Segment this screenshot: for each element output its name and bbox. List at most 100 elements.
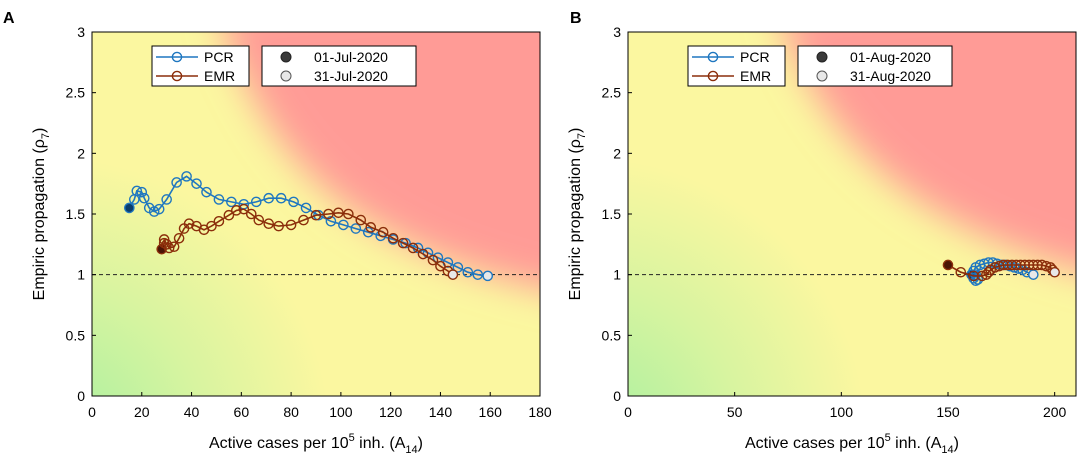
panel-label: A bbox=[3, 10, 15, 27]
data-point-pcr bbox=[213, 194, 225, 205]
data-point-pcr bbox=[350, 223, 362, 234]
data-point-emr bbox=[213, 215, 225, 227]
x-tick-label: 40 bbox=[184, 404, 200, 420]
x-label-sup: 5 bbox=[349, 432, 355, 444]
y-tick-label: 1 bbox=[613, 267, 621, 283]
data-point-emr bbox=[238, 203, 250, 215]
data-point-emr bbox=[387, 232, 399, 244]
background-red-region bbox=[224, 32, 540, 289]
panel-label: B bbox=[570, 10, 582, 27]
x-axis-label: Active cases per 105 inh. (A14) bbox=[745, 432, 959, 456]
y-label-end: ) bbox=[31, 128, 48, 133]
data-point-pcr bbox=[138, 192, 150, 204]
x-tick-label: 140 bbox=[429, 404, 453, 420]
y-tick-label: 1.5 bbox=[602, 206, 622, 222]
y-tick-label: 2 bbox=[613, 145, 621, 161]
data-point-emr bbox=[245, 208, 257, 220]
legend-dates: 01-Jul-2020 31-Jul-2020 bbox=[261, 45, 417, 87]
y-tick-label: 2.5 bbox=[602, 85, 622, 101]
legend-marker-end bbox=[816, 70, 828, 82]
y-label-main: Empiric propagation (ρ bbox=[567, 139, 584, 300]
x-tick-label: 50 bbox=[727, 404, 743, 420]
y-tick-label: 1.5 bbox=[66, 206, 86, 222]
panel-a: 0 20 40 60 80 100 120 140 160 180 0 0.5 1 1.5 2 2.5 3 A Ac… bbox=[3, 10, 552, 456]
data-point-pcr bbox=[300, 202, 312, 214]
x-tick-label: 20 bbox=[134, 404, 150, 420]
legend-marker-end bbox=[280, 70, 292, 82]
data-point-pcr bbox=[263, 192, 275, 204]
legend-date-label: 31-Jul-2020 bbox=[314, 68, 388, 84]
x-tick-label: 80 bbox=[283, 404, 299, 420]
x-tick-label: 150 bbox=[936, 404, 960, 420]
legend-marker-emr bbox=[171, 70, 183, 82]
y-tick-label: 0 bbox=[613, 388, 621, 404]
axes: 0 20 40 60 80 100 120 140 160 180 0 0.5 1 1.5 2 2.5 3 bbox=[66, 24, 552, 420]
data-point-emr bbox=[310, 209, 322, 221]
legend-dates: 01-Aug-2020 31-Aug-2020 bbox=[797, 45, 953, 87]
data-point-pcr bbox=[226, 196, 237, 208]
data-point-pcr bbox=[161, 194, 172, 205]
data-point-emr bbox=[1049, 266, 1060, 278]
background-gradient bbox=[628, 32, 1076, 396]
legend-box bbox=[151, 45, 250, 87]
data-point-emr bbox=[263, 218, 275, 230]
legend-date-label: 01-Jul-2020 bbox=[314, 49, 388, 65]
series-line-emr bbox=[160, 208, 454, 276]
x-label-end: ) bbox=[954, 435, 959, 452]
x-label-sub: 14 bbox=[405, 444, 417, 456]
y-label-sub: 7 bbox=[40, 133, 52, 139]
legend-marker-pcr bbox=[171, 51, 183, 63]
x-tick-label: 100 bbox=[329, 404, 353, 420]
legend-label-emr: EMR bbox=[204, 68, 235, 84]
data-point-emr bbox=[298, 214, 309, 226]
series-emr bbox=[156, 203, 459, 280]
panel-b: 0 50 100 150 200 0 0.5 1 1.5 2 2.5 3 B Active cases p… bbox=[567, 10, 1077, 456]
background-gradient bbox=[92, 32, 540, 396]
data-point-pcr bbox=[275, 192, 287, 204]
x-axis-label: Active cases per 105 inh. (A14) bbox=[209, 432, 423, 456]
legend-label-pcr: PCR bbox=[740, 49, 770, 65]
data-point-emr bbox=[397, 237, 409, 249]
x-label-main: Active cases per 10 bbox=[209, 435, 349, 452]
data-point-emr bbox=[417, 248, 429, 260]
background-red-region bbox=[784, 32, 1076, 269]
data-point-emr bbox=[333, 207, 344, 219]
legend-label-pcr: PCR bbox=[204, 49, 234, 65]
data-point-pcr bbox=[250, 196, 262, 208]
data-point-pcr bbox=[452, 262, 464, 273]
data-point-pcr bbox=[201, 186, 212, 198]
x-tick-label: 0 bbox=[624, 404, 632, 420]
y-tick-label: 3 bbox=[613, 24, 621, 40]
data-point-emr bbox=[377, 226, 389, 238]
data-point-emr bbox=[435, 260, 446, 272]
x-label-sub: 14 bbox=[941, 444, 953, 456]
data-point-emr bbox=[427, 254, 439, 266]
data-point-pcr bbox=[124, 202, 135, 214]
data-point-emr bbox=[955, 266, 967, 278]
x-label-after: inh. (A bbox=[891, 435, 942, 452]
data-point-emr bbox=[206, 220, 217, 232]
y-axis-label: Empiric propagation (ρ7) bbox=[31, 128, 52, 301]
data-point-pcr bbox=[191, 178, 202, 189]
data-point-pcr bbox=[148, 206, 160, 217]
y-tick-label: 2 bbox=[77, 145, 85, 161]
y-tick-label: 0.5 bbox=[602, 327, 622, 343]
x-tick-label: 180 bbox=[528, 404, 552, 420]
y-label-main: Empiric propagation (ρ bbox=[31, 139, 48, 300]
y-tick-label: 3 bbox=[77, 24, 85, 40]
y-label-sub: 7 bbox=[576, 133, 588, 139]
axes: 0 50 100 150 200 0 0.5 1 1.5 2 2.5 3 bbox=[602, 24, 1077, 420]
data-point-pcr bbox=[462, 266, 474, 278]
x-tick-label: 100 bbox=[830, 404, 854, 420]
x-label-main: Active cases per 10 bbox=[745, 435, 885, 452]
data-point-emr bbox=[183, 218, 195, 230]
data-point-pcr bbox=[288, 196, 299, 208]
x-label-end: ) bbox=[418, 435, 423, 452]
data-point-pcr bbox=[171, 177, 182, 188]
y-label-end: ) bbox=[567, 128, 584, 133]
data-point-pcr bbox=[1028, 269, 1039, 280]
data-point-emr bbox=[343, 208, 354, 220]
data-point-emr bbox=[365, 222, 377, 233]
legend-series: PCR EMR bbox=[151, 45, 250, 87]
